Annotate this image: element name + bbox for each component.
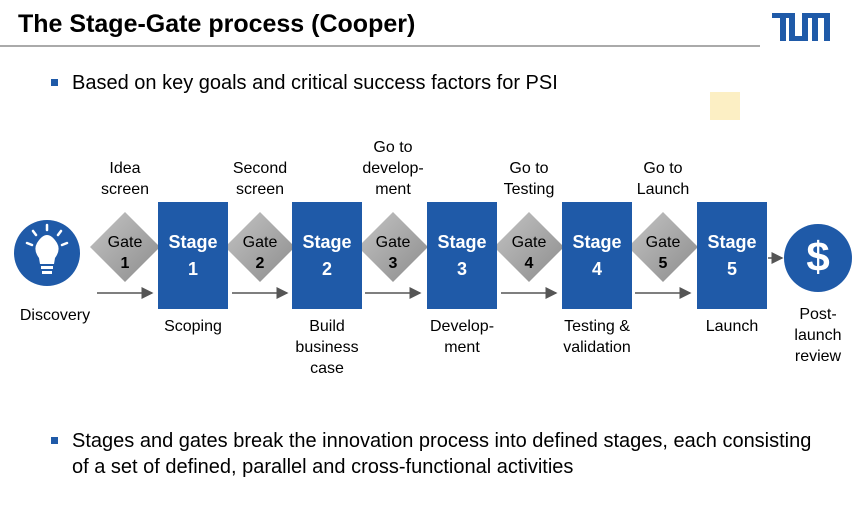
gate-label: Gate	[646, 234, 681, 251]
post-launch-label: review	[795, 348, 842, 365]
note-square	[710, 92, 740, 120]
post-launch-label: launch	[794, 327, 841, 344]
gate-caption: ment	[375, 181, 411, 198]
stage-number: 1	[188, 259, 198, 279]
gate-caption: Launch	[637, 181, 690, 198]
gate-label: Gate	[243, 234, 278, 251]
stage-caption: ment	[444, 339, 480, 356]
svg-text:$: $	[806, 233, 829, 280]
gate-caption: Idea	[109, 160, 140, 177]
stage-caption: Develop-	[430, 318, 494, 335]
gate-label: Gate	[108, 234, 143, 251]
stage-caption: Build	[309, 318, 345, 335]
stage-caption: validation	[563, 339, 631, 356]
discovery-icon	[14, 220, 80, 286]
stage-box	[562, 202, 632, 309]
stage-caption: Scoping	[164, 318, 222, 335]
stage-label: Stage	[168, 232, 217, 252]
gate-number: 4	[525, 255, 534, 272]
gate-caption: screen	[101, 181, 149, 198]
bullet-marker	[51, 79, 58, 86]
stage-label: Stage	[302, 232, 351, 252]
gate-caption: Go to	[373, 139, 412, 156]
gate-diamond	[90, 212, 160, 282]
gate-number: 1	[121, 255, 130, 272]
discovery-label: Discovery	[20, 307, 90, 324]
stage-caption: Testing &	[564, 318, 630, 335]
stage-caption: business	[295, 339, 358, 356]
stage-box	[292, 202, 362, 309]
gate-diamond	[358, 212, 428, 282]
stage-number: 4	[592, 259, 602, 279]
gate-label: Gate	[512, 234, 547, 251]
stage-number: 2	[322, 259, 332, 279]
gate-caption: develop-	[362, 160, 423, 177]
gate-number: 5	[659, 255, 668, 272]
stage-caption: case	[310, 360, 344, 377]
stage-label: Stage	[707, 232, 756, 252]
stage-box	[158, 202, 228, 309]
stage-number: 5	[727, 259, 737, 279]
stage-label: Stage	[572, 232, 621, 252]
gate-diamond	[494, 212, 564, 282]
gate-number: 3	[389, 255, 398, 272]
gate-caption: Testing	[504, 181, 555, 198]
stage-box	[697, 202, 767, 309]
bullet-marker	[51, 437, 58, 444]
gate-caption: Go to	[643, 160, 682, 177]
tum-logo	[772, 13, 830, 41]
slide-title: The Stage-Gate process (Cooper)	[18, 10, 416, 38]
stage-label: Stage	[437, 232, 486, 252]
stage-number: 3	[457, 259, 467, 279]
bullet-text: Stages and gates break the innovation pr…	[72, 430, 812, 478]
gate-caption: Go to	[509, 160, 548, 177]
post-launch-label: Post-	[799, 306, 836, 323]
gate-label: Gate	[376, 234, 411, 251]
gate-diamond	[225, 212, 295, 282]
post-launch-icon: $	[768, 224, 852, 292]
stage-caption: Launch	[706, 318, 759, 335]
stage-box	[427, 202, 497, 309]
gate-caption: Second	[233, 160, 287, 177]
gate-diamond	[628, 212, 698, 282]
gate-caption: screen	[236, 181, 284, 198]
bullet-text: Based on key goals and critical success …	[72, 72, 558, 94]
gate-number: 2	[256, 255, 265, 272]
